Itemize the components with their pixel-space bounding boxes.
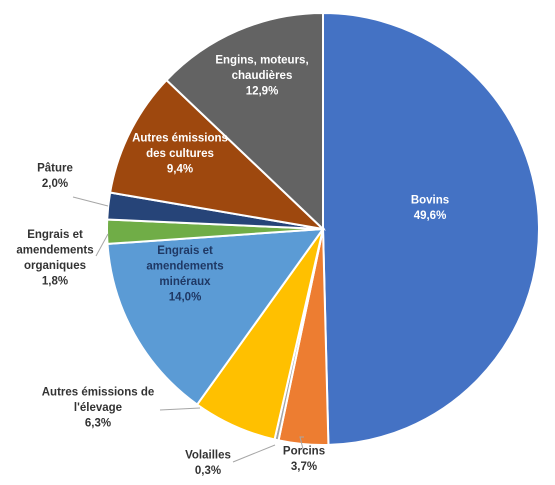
- slice-name-5: organiques: [24, 260, 86, 272]
- slice-name-6: Pâture: [37, 162, 73, 174]
- slice-percent-6: 2,0%: [42, 178, 68, 190]
- slice-name-5: amendements: [16, 244, 93, 256]
- slice-name-4: Engrais et: [157, 245, 213, 257]
- leader-lines: [72, 196, 305, 463]
- pie-slices: [106, 11, 540, 446]
- pie-slice-8: [165, 11, 324, 232]
- slice-name-3: l'élevage: [74, 402, 122, 414]
- leader-line-5: [95, 233, 109, 257]
- slice-percent-3: 6,3%: [85, 418, 111, 430]
- slice-name-2: Volailles: [185, 449, 231, 461]
- slice-name-8: Engins, moteurs,: [215, 55, 308, 67]
- slice-name-0: Bovins: [411, 194, 449, 206]
- slice-percent-4: 14,0%: [169, 291, 202, 303]
- slice-name-4: amendements: [146, 260, 223, 272]
- slice-name-8: chaudières: [232, 70, 293, 82]
- slice-label-4: Engrais et amendements minéraux 14,0%: [146, 245, 223, 304]
- slice-name-5: Engrais et: [27, 229, 83, 241]
- slice-percent-7: 9,4%: [167, 164, 193, 176]
- slice-name-4: minéraux: [159, 276, 211, 288]
- slice-name-1: Porcins: [283, 445, 325, 457]
- slice-labels: Bovins 49,6% Porcins 3,7% Volailles 0,3% Autre…: [16, 55, 449, 477]
- pie-slice-4: [106, 227, 326, 406]
- slice-label-1: Porcins 3,7%: [283, 445, 325, 473]
- slice-label-3: Autres émissions de l'élevage 6,3%: [42, 387, 154, 430]
- slice-percent-1: 3,7%: [291, 461, 317, 473]
- slice-label-6: Pâture 2,0%: [37, 162, 73, 190]
- slice-label-0: Bovins 49,6%: [411, 194, 449, 222]
- slice-percent-2: 0,3%: [195, 465, 221, 477]
- slice-percent-0: 49,6%: [414, 210, 447, 222]
- slice-name-7: des cultures: [146, 148, 214, 160]
- pie-slice-0: [322, 11, 540, 446]
- slice-label-7: Autres émissions des cultures 9,4%: [132, 133, 228, 176]
- leader-line-1: [299, 436, 305, 454]
- slice-percent-5: 1,8%: [42, 275, 68, 287]
- slice-label-8: Engins, moteurs, chaudières 12,9%: [215, 55, 308, 98]
- slice-name-3: Autres émissions de: [42, 387, 154, 399]
- leader-line-6: [72, 196, 109, 207]
- slice-label-2: Volailles 0,3%: [185, 449, 231, 477]
- slice-percent-8: 12,9%: [246, 86, 279, 98]
- leader-line-2: [232, 444, 276, 463]
- pie-slice-7: [108, 78, 327, 231]
- slice-label-5: Engrais et amendements organiques 1,8%: [16, 229, 93, 288]
- leader-line-3: [159, 407, 201, 411]
- slice-name-7: Autres émissions: [132, 133, 228, 145]
